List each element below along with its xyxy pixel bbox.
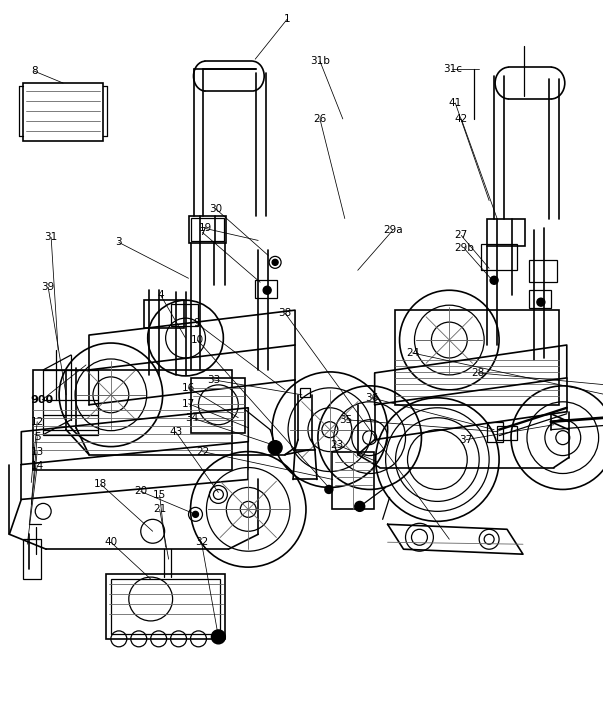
- Bar: [106, 574, 225, 639]
- Bar: [33, 370, 233, 470]
- Text: 12: 12: [31, 416, 44, 427]
- Bar: [481, 245, 517, 271]
- Bar: [144, 300, 184, 328]
- Bar: [43, 370, 98, 435]
- Circle shape: [355, 501, 365, 511]
- Circle shape: [537, 298, 545, 306]
- Text: 15: 15: [153, 491, 166, 501]
- Bar: [529, 290, 551, 308]
- Text: 31: 31: [45, 233, 58, 243]
- Text: 37: 37: [460, 435, 473, 444]
- Circle shape: [268, 441, 282, 454]
- Text: 21: 21: [153, 504, 166, 515]
- Text: 34: 34: [185, 413, 198, 423]
- Text: 18: 18: [94, 479, 108, 489]
- Text: 4: 4: [157, 290, 164, 300]
- Circle shape: [211, 630, 225, 644]
- Text: 24: 24: [406, 348, 419, 358]
- Text: 27: 27: [455, 231, 468, 240]
- Text: 41: 41: [449, 98, 462, 108]
- Circle shape: [263, 286, 271, 294]
- Text: 43: 43: [169, 427, 182, 437]
- Text: 26: 26: [313, 114, 327, 124]
- Text: 16: 16: [182, 383, 195, 393]
- Text: 20: 20: [134, 486, 147, 496]
- Text: 40: 40: [104, 537, 117, 547]
- Bar: [188, 215, 226, 243]
- Text: 31c: 31c: [443, 64, 462, 74]
- Text: 8: 8: [31, 66, 37, 76]
- Text: 14: 14: [31, 461, 44, 470]
- Text: 29a: 29a: [383, 226, 402, 236]
- Text: 7: 7: [199, 227, 206, 238]
- Text: 19: 19: [199, 224, 212, 233]
- Bar: [394, 310, 559, 404]
- Bar: [255, 280, 277, 298]
- Text: 22: 22: [196, 447, 209, 456]
- Bar: [487, 219, 525, 247]
- Text: 32: 32: [195, 537, 208, 547]
- Text: 38: 38: [278, 308, 292, 318]
- Text: 900: 900: [31, 395, 54, 404]
- Text: 33: 33: [207, 375, 220, 385]
- Text: 9: 9: [193, 318, 200, 328]
- Bar: [24, 539, 41, 579]
- Text: 28: 28: [472, 368, 485, 378]
- Circle shape: [325, 486, 333, 494]
- Text: 1: 1: [284, 14, 291, 25]
- Bar: [487, 422, 503, 442]
- Bar: [332, 451, 374, 510]
- Bar: [190, 217, 224, 241]
- Bar: [497, 426, 517, 440]
- Bar: [170, 304, 199, 326]
- Circle shape: [193, 511, 199, 517]
- Text: 10: 10: [191, 335, 204, 345]
- Text: 39: 39: [42, 283, 55, 292]
- Bar: [190, 378, 245, 433]
- Circle shape: [490, 276, 498, 285]
- Text: 5: 5: [34, 432, 40, 442]
- Text: 29b: 29b: [454, 243, 474, 253]
- Text: 35: 35: [339, 415, 352, 425]
- Circle shape: [272, 259, 278, 266]
- Bar: [529, 260, 557, 283]
- Text: 3: 3: [115, 238, 122, 247]
- Text: 31b: 31b: [310, 56, 330, 66]
- Text: 17: 17: [182, 399, 195, 409]
- Text: 42: 42: [455, 114, 468, 124]
- Bar: [300, 388, 310, 397]
- Text: 13: 13: [31, 447, 44, 456]
- Text: 23: 23: [330, 440, 344, 449]
- Text: 36: 36: [365, 393, 378, 403]
- Bar: [111, 579, 220, 634]
- Text: 30: 30: [209, 203, 222, 214]
- Bar: [24, 83, 103, 141]
